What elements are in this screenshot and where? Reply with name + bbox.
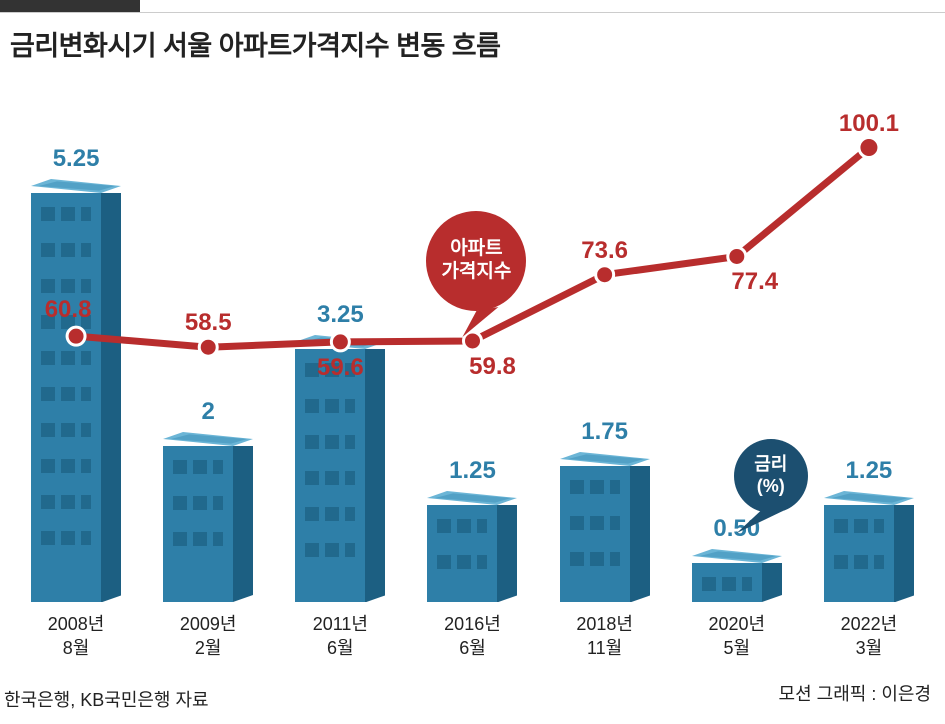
callout-label: (%) (757, 476, 785, 496)
bar-group: 1.75 (540, 418, 670, 601)
x-axis-label: 2009년2월 (143, 613, 273, 660)
x-axis-label: 2008년8월 (11, 613, 141, 660)
rate-value-label: 3.25 (317, 301, 364, 329)
divider-line (0, 12, 945, 13)
price-index-value-label: 100.1 (839, 110, 899, 138)
bar-group: 2 (143, 398, 273, 600)
rate-value-label: 5.25 (53, 145, 100, 173)
chart-title: 금리변화시기 서울 아파트가격지수 변동 흐름 (10, 24, 500, 63)
source-text: 한국은행, KB국민은행 자료 (4, 686, 209, 712)
price-index-value-label: 77.4 (731, 268, 778, 296)
bar-building (427, 491, 517, 601)
bar-group: 5.25 (11, 145, 141, 601)
price-index-value-label: 60.8 (45, 296, 92, 324)
rate-value-label: 1.25 (846, 457, 893, 485)
bar-group: 1.25 (804, 457, 934, 601)
bar-building (692, 549, 782, 600)
price-index-value-label: 59.8 (469, 353, 516, 381)
rate-callout: 금리(%) (734, 439, 808, 513)
bar-building (163, 432, 253, 600)
rate-value-label: 0.50 (713, 515, 760, 543)
bar-building (31, 179, 121, 601)
chart-area: 5.25 2 3.25 1.25 1.75 0.50 (10, 80, 935, 660)
bar-building (560, 452, 650, 601)
rate-value-label: 1.25 (449, 457, 496, 485)
x-axis-label: 2011년6월 (275, 613, 405, 660)
rate-value-label: 2 (202, 398, 215, 426)
bar-group: 1.25 (407, 457, 537, 601)
bar-group: 0.50 (672, 515, 802, 600)
price-index-value-label: 59.6 (317, 354, 364, 382)
accent-bar (0, 0, 140, 12)
price-index-value-label: 73.6 (581, 237, 628, 265)
x-axis-labels: 2008년8월2009년2월2011년6월2016년6월2018년11월2020… (10, 613, 935, 660)
x-axis-label: 2022년3월 (804, 613, 934, 660)
rate-value-label: 1.75 (581, 418, 628, 446)
x-axis-label: 2016년6월 (407, 613, 537, 660)
callout-label: 금리 (754, 454, 787, 474)
price-index-callout: 아파트가격지수 (426, 211, 526, 311)
callout-label: 가격지수 (441, 261, 511, 282)
callout-label: 아파트 (450, 238, 502, 259)
price-index-value-label: 58.5 (185, 309, 232, 337)
x-axis-label: 2020년5월 (672, 613, 802, 660)
credit-text: 모션 그래픽 : 이은경 (779, 680, 931, 706)
x-axis-label: 2018년11월 (540, 613, 670, 660)
bars-container: 5.25 2 3.25 1.25 1.75 0.50 (10, 100, 935, 600)
bar-group: 3.25 (275, 301, 405, 601)
bar-building (824, 491, 914, 601)
